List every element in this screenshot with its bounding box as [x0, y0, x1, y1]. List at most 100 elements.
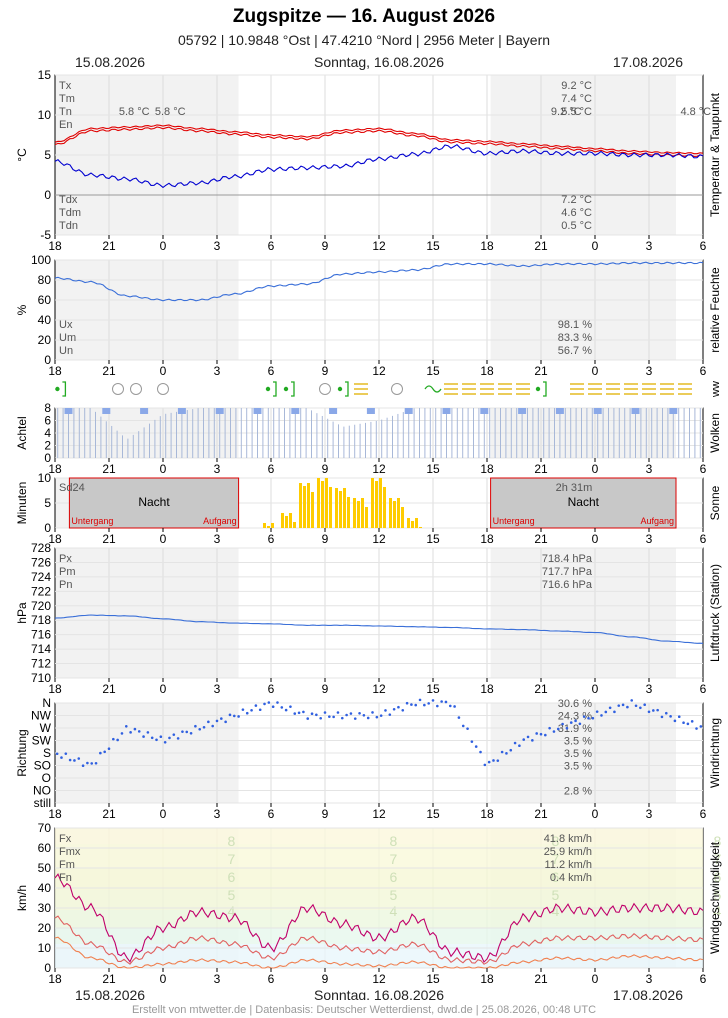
drizzle-symbol: [535, 386, 541, 392]
direction-point: [686, 722, 690, 726]
direction-point: [176, 737, 180, 740]
min-wind-line: [54, 936, 704, 969]
x-tick-label: 0: [592, 532, 599, 546]
y-tick-label: 8: [44, 401, 51, 415]
direction-point: [448, 704, 452, 708]
direction-point: [280, 706, 284, 709]
x-tick-label: 21: [534, 682, 548, 696]
direction-point: [388, 713, 392, 716]
sunshine-total-label: Sd24: [59, 482, 85, 494]
direction-point: [500, 750, 504, 754]
direction-tick-label: N: [42, 696, 51, 710]
sunrise-label: Aufgang: [640, 516, 674, 526]
direction-point: [99, 751, 102, 755]
x-tick-label: 6: [700, 364, 707, 378]
direction-point: [457, 716, 461, 719]
direction-point: [561, 722, 564, 726]
direction-point: [652, 709, 655, 712]
y-tick-label: 720: [31, 599, 51, 613]
direction-point: [323, 711, 327, 714]
stat-label: Tn: [59, 106, 72, 118]
beaufort-band: [55, 910, 703, 928]
y-tick-label: 20: [38, 333, 52, 347]
direction-percentage: 3.5 %: [564, 736, 592, 748]
stat-value: 0.5 °C: [561, 220, 592, 232]
direction-point: [81, 764, 85, 767]
direction-point: [379, 714, 383, 717]
sunshine-bar: [335, 488, 338, 528]
cloud-top-block: [253, 408, 262, 414]
y-axis-title: hPa: [15, 602, 29, 624]
direction-point: [129, 731, 132, 734]
x-tick-label: 3: [646, 972, 653, 986]
y-axis-title: °C: [15, 148, 29, 162]
dewpoint-line: [54, 144, 704, 189]
side-label: Wolken: [708, 413, 722, 453]
x-tick-label: 9: [322, 972, 329, 986]
y-tick-label: 4: [44, 426, 51, 440]
stat-value: 41.8 km/h: [544, 833, 592, 845]
direction-point: [483, 763, 487, 767]
direction-point: [384, 709, 387, 712]
direction-percentage: 3.5 %: [564, 748, 592, 760]
beaufort-band: [55, 828, 703, 844]
direction-point: [353, 717, 357, 720]
direction-point: [310, 712, 314, 716]
direction-point: [664, 711, 668, 715]
cloud-top-block: [177, 408, 186, 414]
direction-point: [340, 716, 344, 720]
x-tick-label: 12: [372, 972, 386, 986]
x-tick-label: 21: [534, 462, 548, 476]
sunshine-bar: [267, 526, 270, 528]
y-tick-label: 30: [38, 901, 52, 915]
x-tick-label: 3: [214, 532, 221, 546]
direction-percentage: 3.5 %: [564, 761, 592, 773]
x-tick-label: 0: [160, 682, 167, 696]
direction-point: [569, 721, 573, 724]
stat-value: 25.9 km/h: [544, 846, 592, 858]
y-tick-label: 726: [31, 555, 51, 569]
x-tick-label: 18: [480, 807, 494, 821]
direction-point: [565, 726, 569, 730]
beaufort-label: 4: [390, 903, 398, 919]
direction-point: [474, 745, 478, 748]
direction-point: [427, 702, 430, 705]
x-tick-label: 21: [102, 462, 116, 476]
direction-point: [634, 704, 638, 708]
sunshine-bar: [321, 481, 324, 528]
direction-point: [466, 727, 469, 730]
direction-point: [630, 699, 634, 702]
cloud-top-block: [291, 408, 300, 414]
cloud-top-block: [64, 408, 73, 414]
direction-point: [276, 701, 279, 704]
y-tick-label: 724: [31, 570, 51, 584]
sunshine-bar: [393, 501, 396, 528]
direction-point: [315, 713, 318, 717]
stat-value: 56.7 %: [558, 345, 592, 357]
stat-value: 4.6 °C: [561, 207, 592, 219]
shower-bracket: [543, 381, 547, 397]
x-tick-label: 3: [646, 532, 653, 546]
direction-tick-label: still: [34, 796, 51, 810]
direction-point: [397, 705, 400, 709]
direction-point: [362, 714, 366, 717]
drizzle-symbol: [55, 386, 60, 392]
sunshine-bar: [303, 486, 306, 528]
direction-point: [224, 720, 227, 724]
y-tick-label: 10: [38, 941, 52, 955]
x-tick-label: 18: [48, 807, 62, 821]
y-axis-title: km/h: [15, 885, 29, 911]
side-label: relative Feuchte: [708, 267, 722, 353]
direction-point: [142, 735, 145, 738]
y-tick-label: 710: [31, 671, 51, 685]
sunshine-bar: [339, 491, 342, 528]
cloud-top-block: [102, 408, 111, 414]
y-tick-label: 5: [44, 496, 51, 510]
direction-point: [505, 752, 508, 755]
y-axis-title: Achtel: [15, 416, 29, 449]
direction-point: [531, 739, 534, 742]
x-tick-label: 18: [48, 239, 62, 253]
direction-point: [258, 708, 262, 712]
beaufort-label: 5: [228, 887, 236, 903]
y-tick-label: 0: [44, 961, 51, 975]
